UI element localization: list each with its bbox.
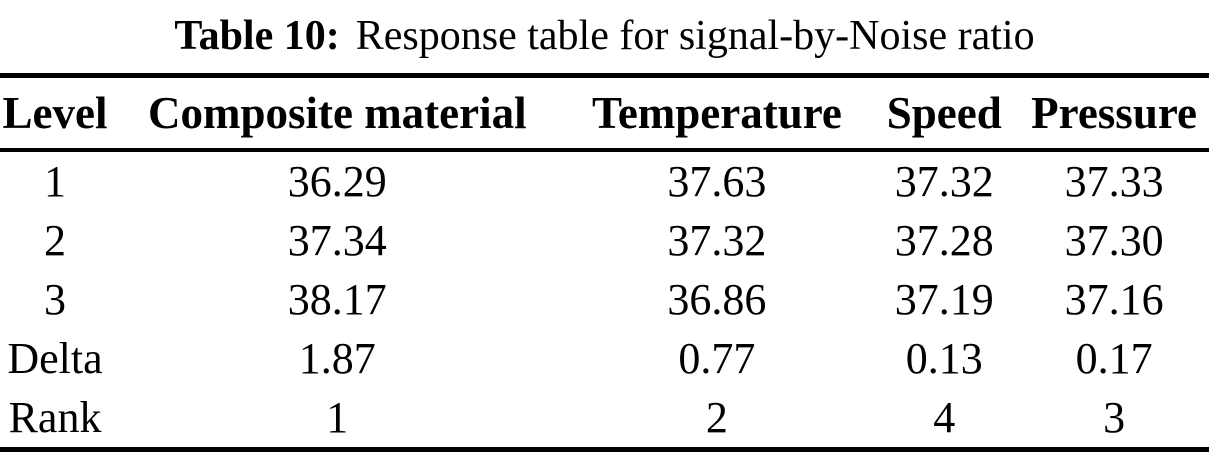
table-cell: 2 xyxy=(705,393,728,442)
table-cell: 37.32 xyxy=(667,216,767,265)
row-label: 2 xyxy=(44,216,66,265)
table-cell: 37.34 xyxy=(287,216,387,265)
table-cell: 37.19 xyxy=(894,275,994,324)
table-cell: 1.87 xyxy=(298,334,376,383)
table-cell: 0.17 xyxy=(1075,334,1153,383)
column-header-speed: Speed xyxy=(869,75,1020,152)
table-cell: 4 xyxy=(933,393,956,442)
table-cell: 37.33 xyxy=(1064,157,1164,206)
row-label: Delta xyxy=(7,334,103,383)
column-header-temperature: Temperature xyxy=(564,75,870,152)
table-row-rank: Rank 1 2 4 3 xyxy=(0,388,1209,450)
response-table-header: Level Composite material Temperature Spe… xyxy=(0,75,1209,152)
header-row: Level Composite material Temperature Spe… xyxy=(0,75,1209,152)
table-cell: 37.16 xyxy=(1064,275,1164,324)
table-cell: 3 xyxy=(1103,393,1126,442)
table-cell: 37.63 xyxy=(667,157,767,206)
table-cell: 1 xyxy=(326,393,349,442)
row-label: 1 xyxy=(44,157,66,206)
response-table: Level Composite material Temperature Spe… xyxy=(0,73,1209,452)
table-cell: 37.28 xyxy=(894,216,994,265)
table-cell: 36.29 xyxy=(287,157,387,206)
table-cell: 38.17 xyxy=(287,275,387,324)
table-row-level-3: 3 38.17 36.86 37.19 37.16 xyxy=(0,270,1209,329)
table-caption-text: Response table for signal-by-Noise ratio xyxy=(355,13,1035,60)
column-header-pressure: Pressure xyxy=(1019,75,1209,152)
row-label: Rank xyxy=(8,393,102,442)
table-row-level-1: 1 36.29 37.63 37.32 37.33 xyxy=(0,150,1209,211)
table-cell: 0.77 xyxy=(678,334,756,383)
column-header-level: Level xyxy=(0,75,111,152)
table-row-level-2: 2 37.34 37.32 37.28 37.30 xyxy=(0,211,1209,270)
table-cell: 0.13 xyxy=(905,334,983,383)
table-row-delta: Delta 1.87 0.77 0.13 0.17 xyxy=(0,329,1209,388)
response-table-body: 1 36.29 37.63 37.32 37.33 2 37.34 37.32 … xyxy=(0,150,1209,450)
column-header-composite-material: Composite material xyxy=(110,75,565,152)
table-cell: 37.30 xyxy=(1064,216,1164,265)
table-caption-label: Table 10: xyxy=(174,13,340,60)
table-caption: Table 10: Response table for signal-by-N… xyxy=(0,0,1209,73)
table-cell: 36.86 xyxy=(667,275,767,324)
row-label: 3 xyxy=(44,275,66,324)
table-cell: 37.32 xyxy=(894,157,994,206)
